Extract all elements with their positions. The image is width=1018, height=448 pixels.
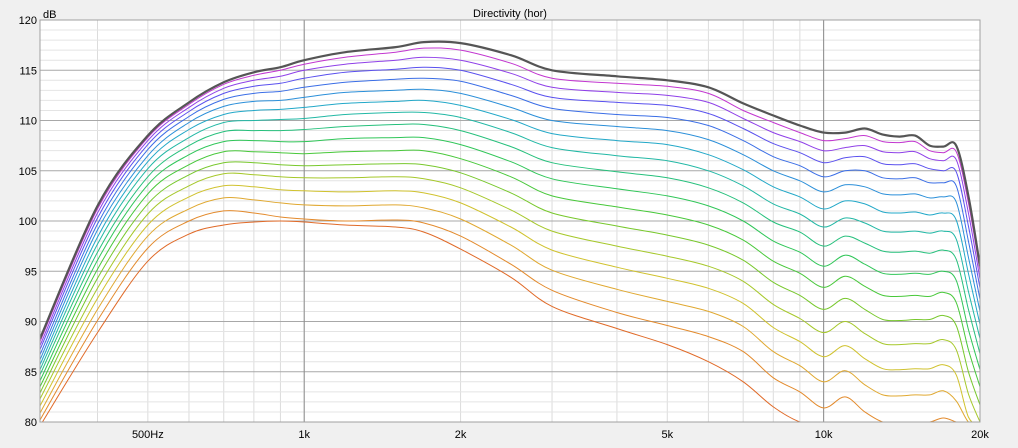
series-line: [40, 136, 980, 382]
series-line: [40, 210, 958, 422]
plot-frame: [39, 19, 981, 423]
series-line: [40, 161, 980, 406]
x-tick-label: 2k: [455, 429, 467, 441]
series-line: [40, 149, 980, 388]
y-tick-label: 110: [19, 116, 37, 128]
y-tick-label: 95: [25, 266, 37, 278]
tick-labels: 80 85 90 95 100 105 110 115 120 500Hz 1k 2k 5k 10k 20k: [19, 15, 990, 441]
series-line: [40, 111, 980, 370]
series-line: [40, 184, 973, 422]
chart-title: Directivity (hor): [473, 8, 547, 20]
series-line: [40, 172, 980, 422]
series-line: [40, 40, 980, 340]
series-group: [40, 40, 980, 422]
x-tick-label: 20k: [971, 429, 989, 441]
x-tick-label: 5k: [661, 429, 673, 441]
y-tick-label: 120: [19, 15, 37, 27]
y-tick-label: 80: [25, 417, 37, 429]
series-line: [40, 47, 980, 342]
y-tick-label: 90: [25, 317, 37, 329]
x-tick-label: 10k: [815, 429, 833, 441]
y-unit-label: dB: [43, 9, 56, 21]
x-tick-label: 500Hz: [132, 429, 164, 441]
series-line: [40, 88, 980, 360]
series-line: [40, 196, 970, 422]
y-tick-label: 115: [19, 65, 37, 77]
series-line: [41, 220, 802, 422]
series-line: [40, 66, 980, 350]
series-line: [40, 77, 980, 355]
x-tick-label: 1k: [298, 429, 310, 441]
series-line: [40, 99, 980, 365]
y-tick-label: 85: [25, 367, 37, 379]
series-line: [40, 123, 980, 376]
y-tick-label: 105: [19, 166, 37, 178]
grid: [40, 19, 980, 423]
series-line: [40, 56, 980, 346]
y-tick-label: 100: [19, 216, 37, 228]
